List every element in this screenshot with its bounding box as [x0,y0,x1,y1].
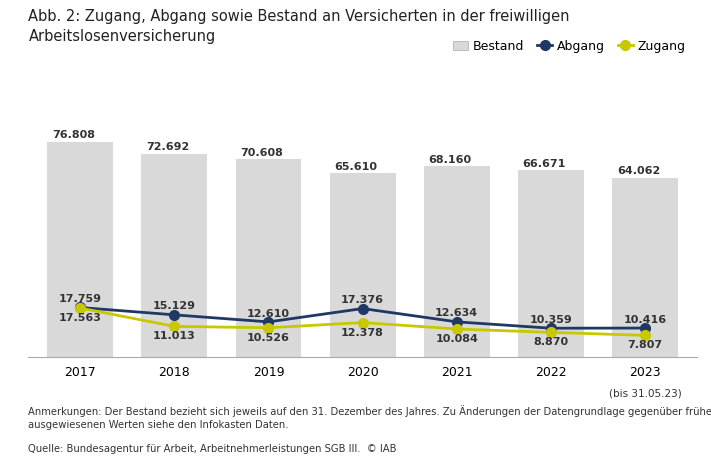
Text: 76.808: 76.808 [52,131,95,140]
Text: Abb. 2: Zugang, Abgang sowie Bestand an Versicherten in der freiwilligen
Arbeits: Abb. 2: Zugang, Abgang sowie Bestand an … [28,9,570,44]
Text: 64.062: 64.062 [616,166,660,176]
Text: 7.807: 7.807 [627,340,663,350]
Bar [612,178,678,357]
Text: 72.692: 72.692 [146,142,189,152]
Text: 17.376: 17.376 [341,295,384,305]
Text: 17.759: 17.759 [59,294,102,304]
Text: Anmerkungen: Der Bestand bezieht sich jeweils auf den 31. Dezember des Jahres. Z: Anmerkungen: Der Bestand bezieht sich je… [28,405,711,431]
Text: 66.671: 66.671 [523,159,566,169]
Text: 11.013: 11.013 [153,332,196,341]
Text: 68.160: 68.160 [429,155,471,164]
Bar [235,159,301,357]
Text: 10.359: 10.359 [530,315,572,325]
Text: 10.416: 10.416 [624,315,667,325]
Text: 10.084: 10.084 [435,334,479,344]
Text: 70.608: 70.608 [240,148,283,158]
Bar [518,170,584,357]
Bar [141,153,208,357]
Text: 12.634: 12.634 [435,309,479,318]
Text: 8.870: 8.870 [533,338,568,348]
Text: 65.610: 65.610 [334,162,378,172]
Text: (bis 31.05.23): (bis 31.05.23) [609,388,681,398]
Bar [330,174,395,357]
Text: 10.526: 10.526 [247,333,290,343]
Text: 12.610: 12.610 [247,309,290,319]
Text: 12.378: 12.378 [341,327,384,338]
Bar [47,142,113,357]
Text: 17.563: 17.563 [59,313,102,323]
Text: 15.129: 15.129 [153,301,196,311]
Bar [424,166,490,357]
Legend: Bestand, Abgang, Zugang: Bestand, Abgang, Zugang [448,35,690,58]
Text: Quelle: Bundesagentur für Arbeit, Arbeitnehmerleistungen SGB III.  © IAB: Quelle: Bundesagentur für Arbeit, Arbeit… [28,444,397,454]
